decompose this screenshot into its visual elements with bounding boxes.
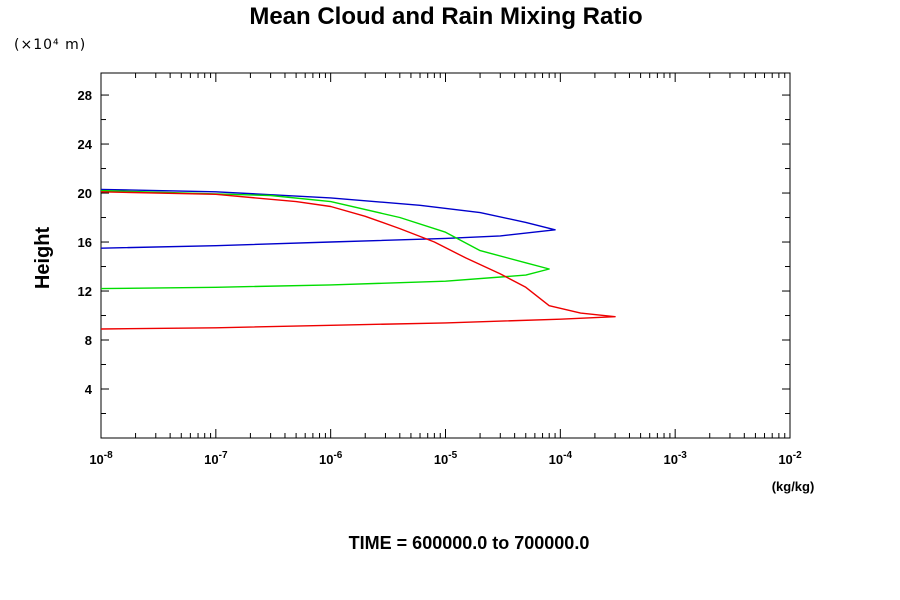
x-tick-labels: 10-8 10-7 10-6 10-5 10-4 10-3 10-2	[89, 450, 802, 467]
y-tick-label: 24	[78, 137, 93, 152]
chart-title: Mean Cloud and Rain Mixing Ratio	[249, 3, 642, 30]
x-tick-label: 10-7	[204, 450, 228, 467]
x-tick-label: 10-2	[778, 450, 802, 467]
y-tick-label: 20	[78, 186, 92, 201]
y-unit-label: (×10⁴ m)	[14, 37, 86, 53]
x-tick-label: 10-4	[549, 450, 573, 467]
y-tick-label: 8	[85, 333, 92, 348]
y-tick-label: 28	[78, 88, 92, 103]
y-tick-labels: 4 8 12 16 20 24 28	[78, 88, 93, 397]
x-tick-label: 10-3	[663, 450, 687, 467]
x-tick-label: 10-6	[319, 450, 343, 467]
x-tick-label: 10-8	[89, 450, 113, 467]
y-tick-label: 12	[78, 284, 92, 299]
y-tick-label: 16	[78, 235, 92, 250]
axis-ticks	[100, 73, 791, 438]
x-unit-label: (kg/kg)	[772, 479, 815, 494]
plot-frame	[100, 72, 791, 439]
time-range-label: TIME = 600000.0 to 700000.0	[349, 533, 590, 553]
y-tick-label: 4	[85, 382, 93, 397]
x-tick-label: 10-5	[434, 450, 458, 467]
series-line-1	[100, 188, 556, 249]
series-line-2	[100, 189, 550, 290]
series-line-3	[100, 191, 616, 330]
y-axis-label: Height	[32, 227, 54, 290]
series-lines	[100, 188, 616, 330]
